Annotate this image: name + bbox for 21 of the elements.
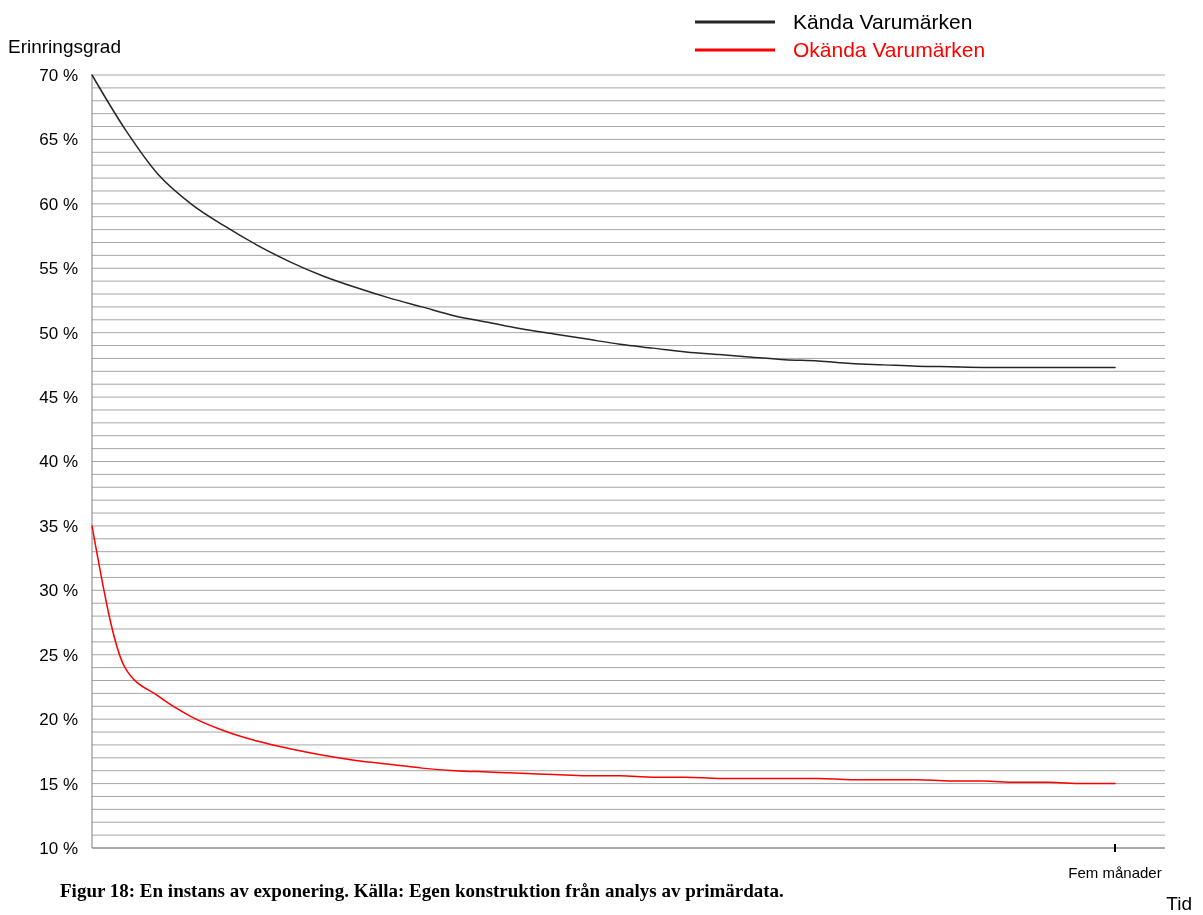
legend-label: Okända Varumärken [793,38,986,62]
line-series [91,525,1116,785]
y-tick-label: 30 % [39,581,78,601]
y-tick-label: 35 % [39,516,78,536]
y-tick-label: 25 % [39,645,78,665]
y-tick-label: 10 % [39,838,78,858]
x-tick-label: Fem månader [1068,864,1162,881]
legend-label: Kända Varumärken [793,10,973,34]
text: Figur 18: En instans av exponering. Källa: Egen konstruktion från analys av primärdata. [60,880,784,901]
y-tick-label: 20 % [39,710,78,730]
x-axis-title: Tid [1166,893,1192,914]
y-tick-label: 55 % [39,259,78,279]
y-tick-label: 50 % [39,323,78,343]
y-tick-label: 45 % [39,388,78,408]
line-series [91,74,1116,369]
y-tick-label: 70 % [39,65,78,85]
y-tick-label: 60 % [39,194,78,214]
y-axis-title: Erinringsgrad [8,36,121,57]
y-tick-label: 40 % [39,452,78,472]
y-tick-label: 15 % [39,774,78,794]
y-tick-label: 65 % [39,130,78,150]
